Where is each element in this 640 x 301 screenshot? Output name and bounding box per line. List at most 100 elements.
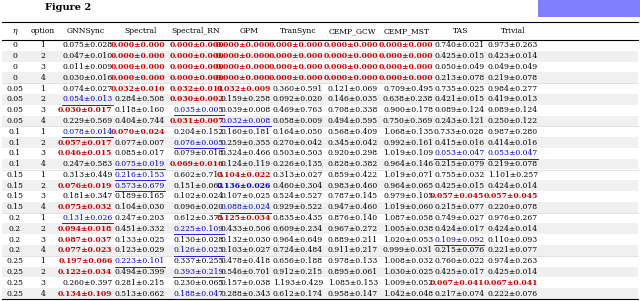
Text: 0.118±0.160: 0.118±0.160 <box>115 106 165 114</box>
Text: 0.999±0.031: 0.999±0.031 <box>383 247 433 254</box>
Text: 0.425±0.017: 0.425±0.017 <box>434 268 484 276</box>
Text: 0.050±0.049: 0.050±0.049 <box>434 63 484 71</box>
Text: 0.134±0.109: 0.134±0.109 <box>58 290 113 298</box>
Text: 0.900±0.178: 0.900±0.178 <box>383 106 433 114</box>
Text: 1.087±0.058: 1.087±0.058 <box>383 214 433 222</box>
Bar <box>2 159 638 169</box>
Text: 0.964±0.065: 0.964±0.065 <box>383 182 433 190</box>
Text: 4: 4 <box>40 247 45 254</box>
Text: 0.092±0.020: 0.092±0.020 <box>273 95 323 103</box>
Text: 2: 2 <box>40 95 45 103</box>
Text: 1: 1 <box>40 42 45 49</box>
Text: 0.979±0.105: 0.979±0.105 <box>383 192 433 200</box>
Text: 0.947±0.460: 0.947±0.460 <box>328 203 378 211</box>
Text: 0.046±0.015: 0.046±0.015 <box>58 149 113 157</box>
Text: 0.000±0.000: 0.000±0.000 <box>323 74 378 82</box>
Text: 0.964±0.649: 0.964±0.649 <box>273 236 323 244</box>
Text: 0.15: 0.15 <box>6 171 23 179</box>
Text: 0.15: 0.15 <box>6 192 23 200</box>
Text: 0.124±0.119: 0.124±0.119 <box>220 160 271 168</box>
Text: 0.920±0.298: 0.920±0.298 <box>328 149 378 157</box>
Text: 0.414±0.016: 0.414±0.016 <box>488 138 538 147</box>
Text: 0.226±0.135: 0.226±0.135 <box>273 160 323 168</box>
Text: 0.030±0.002: 0.030±0.002 <box>170 95 224 103</box>
Bar <box>2 202 638 213</box>
Bar <box>2 72 638 83</box>
Text: 0.2: 0.2 <box>9 214 21 222</box>
Text: 0.451±0.332: 0.451±0.332 <box>115 225 165 233</box>
Text: 0.000±0.000: 0.000±0.000 <box>268 52 323 60</box>
Text: 0.259±0.355: 0.259±0.355 <box>220 138 271 147</box>
Text: 0.230±0.065: 0.230±0.065 <box>173 279 224 287</box>
Text: 0.324±0.466: 0.324±0.466 <box>220 149 271 157</box>
Text: 0.126±0.025: 0.126±0.025 <box>173 247 224 254</box>
Text: 0.054±0.013: 0.054±0.013 <box>62 95 113 103</box>
Text: 0.031±0.007: 0.031±0.007 <box>169 117 224 125</box>
Text: 0.288±0.343: 0.288±0.343 <box>220 290 271 298</box>
Text: 0.076±0.005: 0.076±0.005 <box>173 138 224 147</box>
Text: 0.425±0.014: 0.425±0.014 <box>488 268 538 276</box>
Text: 0.05: 0.05 <box>6 95 23 103</box>
Text: 0.2: 0.2 <box>9 236 21 244</box>
Text: 0.121±0.069: 0.121±0.069 <box>328 85 378 93</box>
Text: 0.030±0.016: 0.030±0.016 <box>62 74 113 82</box>
Text: 3: 3 <box>40 63 45 71</box>
Text: 0: 0 <box>12 42 17 49</box>
Text: 0.094±0.018: 0.094±0.018 <box>58 225 113 233</box>
Text: 0.000±0.000: 0.000±0.000 <box>323 63 378 71</box>
Text: 0.075±0.019: 0.075±0.019 <box>115 160 165 168</box>
Text: 0.424±0.014: 0.424±0.014 <box>488 225 538 233</box>
Text: 0.469±0.763: 0.469±0.763 <box>273 106 323 114</box>
Text: 0.313±0.449: 0.313±0.449 <box>62 171 113 179</box>
Text: 0.000±0.000: 0.000±0.000 <box>110 42 165 49</box>
Text: 0.000±0.000: 0.000±0.000 <box>169 63 224 71</box>
Text: 0.223±0.101: 0.223±0.101 <box>115 257 165 265</box>
Text: 0.360±0.591: 0.360±0.591 <box>273 85 323 93</box>
Text: 0.911±0.217: 0.911±0.217 <box>328 247 378 254</box>
Text: 0.404±0.744: 0.404±0.744 <box>115 117 165 125</box>
Text: 0.000±0.000: 0.000±0.000 <box>323 52 378 60</box>
Text: 0.000±0.000: 0.000±0.000 <box>169 52 224 60</box>
Text: 0.393±0.219: 0.393±0.219 <box>173 268 224 276</box>
Text: 0.123±0.029: 0.123±0.029 <box>115 247 165 254</box>
Text: 0.151±0.062: 0.151±0.062 <box>173 182 224 190</box>
Text: 0.419±0.013: 0.419±0.013 <box>488 95 538 103</box>
Text: 0.000±0.000: 0.000±0.000 <box>268 63 323 71</box>
Text: TAS: TAS <box>452 27 468 35</box>
Bar <box>2 245 638 256</box>
Text: 0.423±0.014: 0.423±0.014 <box>488 52 538 60</box>
Text: 0.077±0.007: 0.077±0.007 <box>115 138 165 147</box>
Text: 0.000±0.000: 0.000±0.000 <box>378 63 433 71</box>
Text: 1: 1 <box>40 128 45 136</box>
Text: 0.978±0.133: 0.978±0.133 <box>328 257 378 265</box>
Text: 0.828±0.382: 0.828±0.382 <box>328 160 378 168</box>
Bar <box>2 288 638 299</box>
Text: 0.313±0.027: 0.313±0.027 <box>273 171 323 179</box>
Text: 0.204±0.152: 0.204±0.152 <box>173 128 224 136</box>
Text: 4: 4 <box>40 160 45 168</box>
Text: 0.032±0.010: 0.032±0.010 <box>111 85 165 93</box>
Text: CEMP_GCW: CEMP_GCW <box>328 27 376 35</box>
Text: 0.217±0.074: 0.217±0.074 <box>434 290 484 298</box>
Text: 0.337±0.255: 0.337±0.255 <box>173 257 224 265</box>
Text: 0.000±0.000: 0.000±0.000 <box>216 52 271 60</box>
Text: 1: 1 <box>40 171 45 179</box>
Text: 0.2: 0.2 <box>9 247 21 254</box>
Text: 0.000±0.000: 0.000±0.000 <box>169 74 224 82</box>
Text: 4: 4 <box>40 203 45 211</box>
Text: 0.000±0.000: 0.000±0.000 <box>216 42 271 49</box>
Text: 3: 3 <box>40 279 45 287</box>
Text: 0.755±0.032: 0.755±0.032 <box>434 171 484 179</box>
Text: 0.992±0.161: 0.992±0.161 <box>383 138 433 147</box>
Text: 3: 3 <box>40 106 45 114</box>
Text: 1.019±0.071: 1.019±0.071 <box>383 171 433 179</box>
Text: 0.011±0.009: 0.011±0.009 <box>62 63 113 71</box>
Text: 0.568±0.409: 0.568±0.409 <box>328 128 378 136</box>
Text: 0.110±0.093: 0.110±0.093 <box>488 236 538 244</box>
Text: 0.215±0.076: 0.215±0.076 <box>434 247 484 254</box>
Text: 0.074±0.027: 0.074±0.027 <box>62 85 113 93</box>
Text: 2: 2 <box>40 225 45 233</box>
Text: 0.000±0.000: 0.000±0.000 <box>110 63 165 71</box>
Text: 0.478±0.418: 0.478±0.418 <box>220 257 271 265</box>
Text: 0.000±0.000: 0.000±0.000 <box>216 63 271 71</box>
